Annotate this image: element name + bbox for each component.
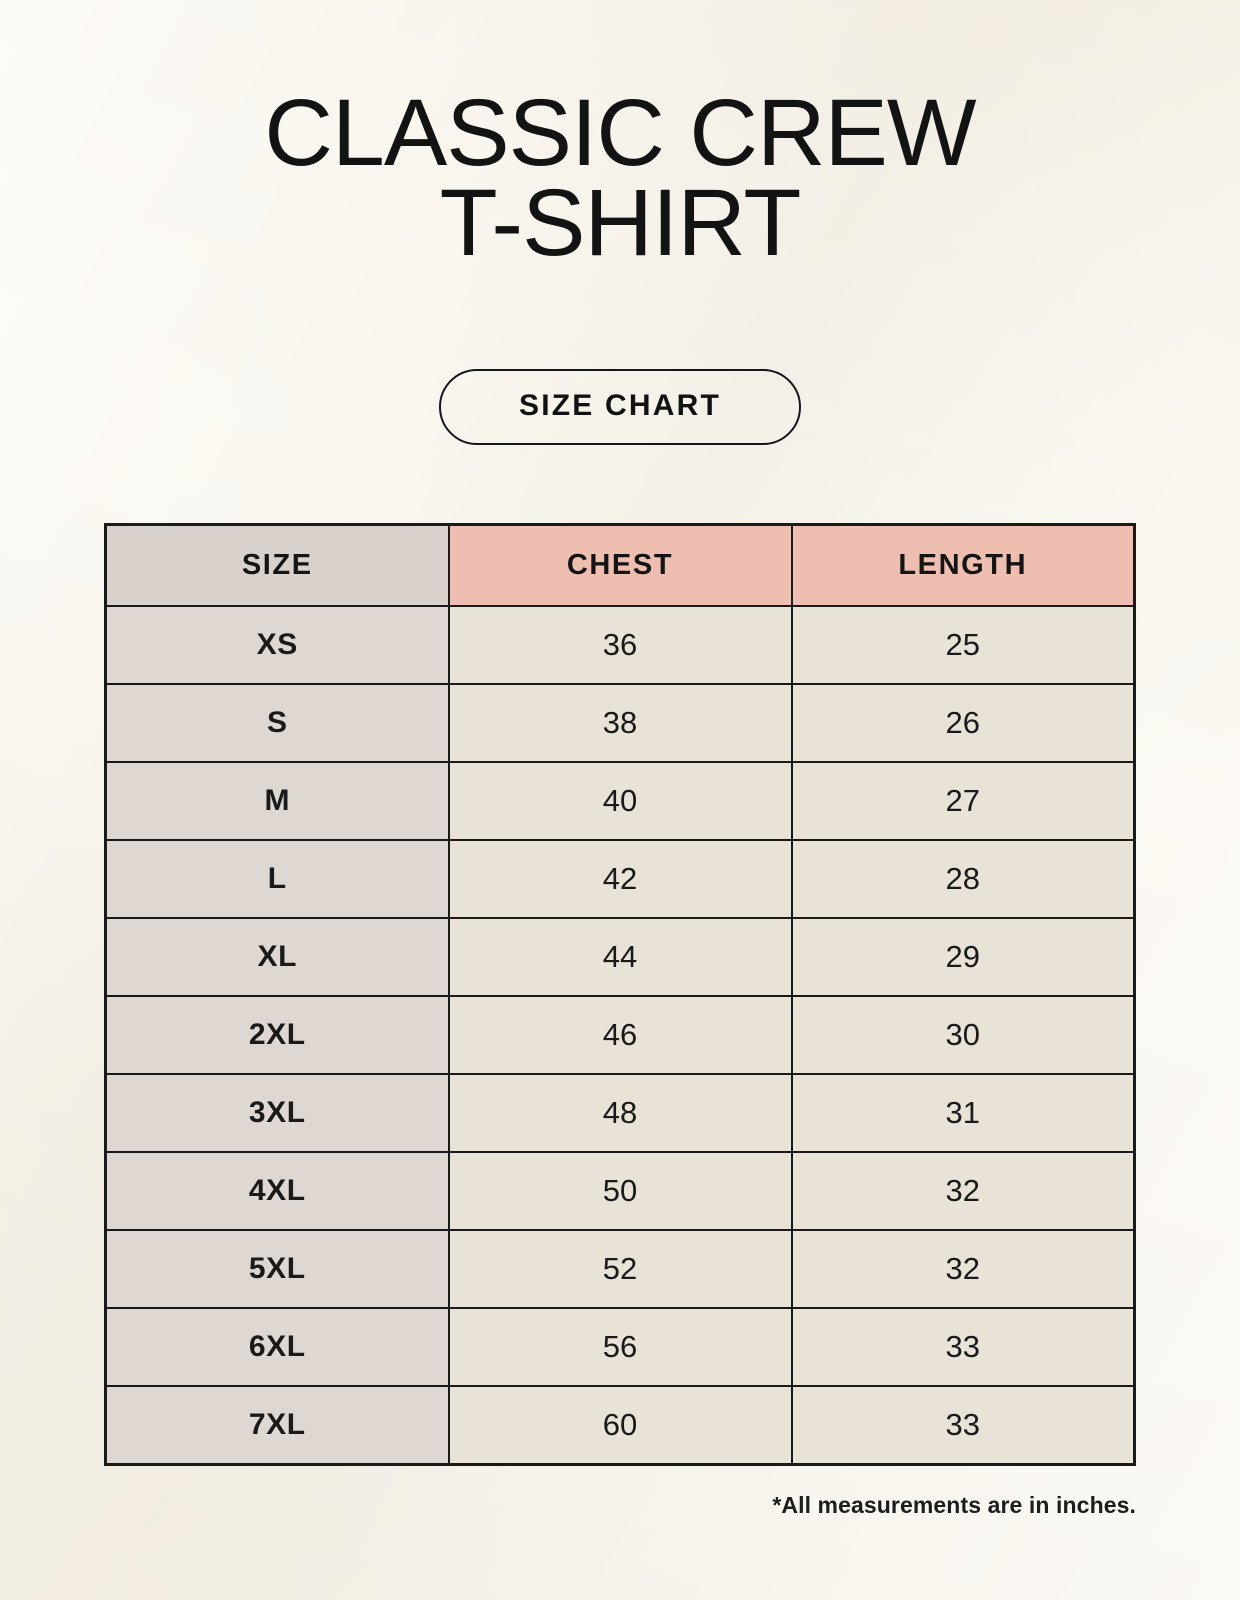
- cell-length: 28: [790, 839, 1136, 919]
- column-header-chest: CHEST: [447, 523, 793, 607]
- cell-size: XL: [104, 917, 450, 997]
- size-table-head: SIZE CHEST LENGTH: [104, 523, 1136, 607]
- column-header-size: SIZE: [104, 523, 450, 607]
- table-header-row: SIZE CHEST LENGTH: [104, 523, 1136, 607]
- size-table-body: XS 36 25 S 38 26 M 40 27 L 42 28: [104, 605, 1136, 1465]
- cell-size: L: [104, 839, 450, 919]
- table-row: M 40 27: [104, 761, 1136, 841]
- table-row: 6XL 56 33: [104, 1307, 1136, 1387]
- table-row: L 42 28: [104, 839, 1136, 919]
- table-row: S 38 26: [104, 683, 1136, 763]
- size-table-wrapper: SIZE CHEST LENGTH XS 36 25 S 38 26 M: [104, 522, 1136, 1466]
- table-row: XL 44 29: [104, 917, 1136, 997]
- cell-length: 29: [790, 917, 1136, 997]
- cell-length: 26: [790, 683, 1136, 763]
- cell-chest: 46: [447, 995, 793, 1075]
- cell-chest: 42: [447, 839, 793, 919]
- title-block: CLASSIC CREW T-SHIRT: [0, 0, 1240, 277]
- cell-chest: 38: [447, 683, 793, 763]
- measurements-footnote: *All measurements are in inches.: [772, 1491, 1136, 1518]
- page-title: CLASSIC CREW T-SHIRT: [264, 80, 976, 277]
- cell-length: 31: [790, 1073, 1136, 1153]
- cell-length: 33: [790, 1307, 1136, 1387]
- size-chart-badge[interactable]: SIZE CHART: [439, 368, 801, 445]
- cell-length: 32: [790, 1229, 1136, 1309]
- table-row: 4XL 50 32: [104, 1151, 1136, 1231]
- cell-size: S: [104, 683, 450, 763]
- cell-size: 4XL: [104, 1151, 450, 1231]
- cell-size: M: [104, 761, 450, 841]
- size-table: SIZE CHEST LENGTH XS 36 25 S 38 26 M: [104, 522, 1136, 1466]
- cell-length: 25: [790, 605, 1136, 685]
- cell-size: 7XL: [104, 1385, 450, 1465]
- table-row: 5XL 52 32: [104, 1229, 1136, 1309]
- cell-size: 5XL: [104, 1229, 450, 1309]
- cell-chest: 36: [447, 605, 793, 685]
- table-row: XS 36 25: [104, 605, 1136, 685]
- cell-length: 33: [790, 1385, 1136, 1465]
- cell-size: XS: [104, 605, 450, 685]
- cell-chest: 56: [447, 1307, 793, 1387]
- badge-row: SIZE CHART: [0, 368, 1240, 445]
- table-row: 2XL 46 30: [104, 995, 1136, 1075]
- cell-size: 2XL: [104, 995, 450, 1075]
- table-row: 3XL 48 31: [104, 1073, 1136, 1153]
- cell-chest: 44: [447, 917, 793, 997]
- cell-length: 32: [790, 1151, 1136, 1231]
- cell-size: 3XL: [104, 1073, 450, 1153]
- cell-size: 6XL: [104, 1307, 450, 1387]
- cell-chest: 50: [447, 1151, 793, 1231]
- cell-length: 30: [790, 995, 1136, 1075]
- cell-chest: 48: [447, 1073, 793, 1153]
- cell-chest: 60: [447, 1385, 793, 1465]
- column-header-length: LENGTH: [790, 523, 1136, 607]
- cell-length: 27: [790, 761, 1136, 841]
- cell-chest: 40: [447, 761, 793, 841]
- cell-chest: 52: [447, 1229, 793, 1309]
- table-row: 7XL 60 33: [104, 1385, 1136, 1465]
